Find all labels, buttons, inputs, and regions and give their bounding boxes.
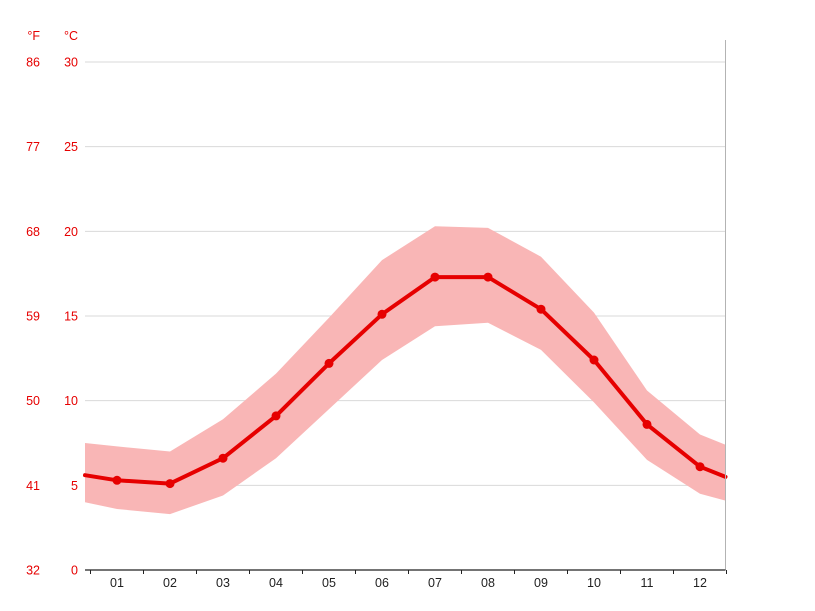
data-point: [377, 309, 387, 319]
mean-temperature-line: [83, 275, 728, 486]
data-point: [112, 475, 122, 485]
data-point: [324, 358, 334, 368]
y-tick-label-f: 77: [26, 140, 40, 154]
data-point: [589, 355, 599, 365]
x-tick-label: 06: [375, 576, 389, 590]
x-tick-label: 08: [481, 576, 495, 590]
y-tick-label-f: 32: [26, 564, 40, 578]
y-tick-label-f: 59: [26, 310, 40, 324]
y-tick-label-c: 30: [64, 56, 78, 70]
y-tick-label-f: 50: [26, 394, 40, 408]
x-tick-label: 11: [641, 576, 654, 590]
data-point: [695, 462, 705, 472]
data-point: [165, 479, 175, 489]
data-point: [430, 272, 440, 282]
x-tick-label: 09: [534, 576, 548, 590]
temperature-range-band: [85, 226, 726, 515]
x-tick-label: 01: [110, 576, 124, 590]
y-tick-label-f: 86: [26, 56, 40, 70]
y-tick-label-c: 0: [71, 564, 78, 578]
y-tick-label-f: 41: [26, 479, 40, 493]
x-tick-label: 07: [428, 576, 442, 590]
y-tick-label-c: 20: [64, 225, 78, 239]
x-tick-label: 03: [216, 576, 230, 590]
y-tick-label-c: 25: [64, 140, 78, 154]
x-tick-label: 05: [322, 576, 336, 590]
data-point: [218, 453, 228, 463]
x-tick-label: 04: [269, 576, 283, 590]
y-tick-label-c: 10: [64, 394, 78, 408]
x-tick-label: 10: [587, 576, 601, 590]
data-point: [271, 411, 281, 421]
x-tick-label: 02: [163, 576, 177, 590]
data-point: [642, 419, 652, 429]
y-axis-unit-celsius: °C: [64, 29, 78, 43]
y-tick-label-f: 68: [26, 225, 40, 239]
y-tick-label-c: 5: [71, 479, 78, 493]
y-tick-label-c: 15: [64, 310, 78, 324]
y-axis-unit-fahrenheit: °F: [27, 29, 40, 43]
data-point: [483, 272, 493, 282]
x-tick-label: 12: [693, 576, 707, 590]
data-point: [536, 304, 546, 314]
